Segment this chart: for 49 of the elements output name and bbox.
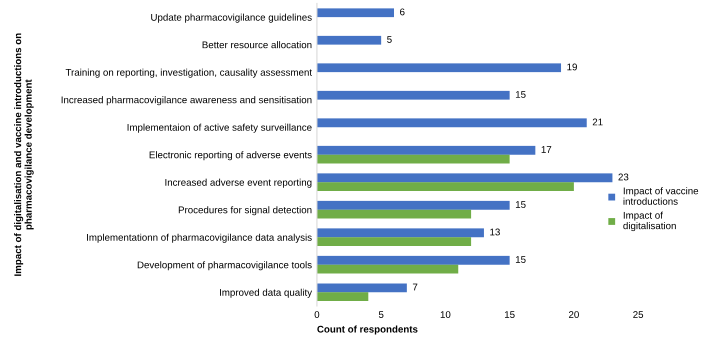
y-tick-label: Implementationn of pharmacovigilance data analysis: [87, 234, 312, 243]
bar: [316, 63, 562, 72]
y-tick-label: Increased adverse event reporting: [165, 178, 312, 188]
data-label: 15: [516, 91, 526, 98]
bar: [316, 90, 510, 100]
bar: [316, 292, 368, 302]
bar: [316, 173, 612, 182]
bar: [316, 36, 382, 45]
bar: [316, 256, 510, 265]
x-tick-label: 20: [568, 311, 579, 318]
y-tick-label: Implementaion of active safety surveillance: [128, 124, 312, 133]
y-tick-label: Development of pharmacovigilance tools: [138, 261, 312, 270]
x-axis-title: Count of respondents: [317, 325, 418, 335]
data-label: 15: [516, 256, 526, 263]
legend-label: Impact of vaccine introductions: [624, 187, 698, 205]
data-label: 5: [387, 36, 392, 43]
data-label: 6: [400, 8, 405, 16]
data-label: 21: [592, 118, 603, 126]
y-tick-label: Training on reporting, investigation, causality assessment: [66, 68, 312, 78]
y-tick-label: Better resource allocation: [202, 41, 312, 48]
bar: [316, 200, 510, 210]
y-axis-title: Impact of digitalisation and vaccine introductions on pharmacovigilance development: [14, 33, 34, 276]
y-tick-label: Improved data quality: [220, 288, 312, 298]
data-label: 19: [567, 63, 577, 70]
x-tick-label: 5: [378, 311, 384, 318]
y-tick-label: Increased pharmacovigilance awareness and sensitisation: [62, 96, 312, 106]
bar: [316, 237, 472, 246]
x-tick-label: 25: [633, 311, 644, 318]
y-tick-label: Procedures for signal detection: [178, 206, 312, 216]
bar: [316, 118, 587, 128]
x-tick-label: 0: [314, 311, 320, 318]
x-tick-label: 10: [440, 311, 450, 318]
bar: [316, 182, 574, 192]
bar: [316, 146, 536, 155]
y-tick-label: Electronic reporting of adverse events: [150, 151, 312, 160]
y-tick-label: Update pharmacovigilance guidelines: [151, 14, 312, 23]
data-label: 17: [542, 146, 552, 153]
data-label: 23: [618, 174, 628, 180]
legend-label: Impact of digitalisation: [623, 212, 676, 232]
bar: [316, 210, 472, 219]
bar: [316, 154, 510, 164]
data-label: 13: [490, 228, 500, 236]
data-label: 7: [412, 284, 418, 290]
data-label: 15: [516, 201, 526, 208]
bar: [316, 264, 458, 274]
bar: [316, 283, 407, 292]
x-tick-label: 15: [504, 311, 515, 318]
bar: [316, 228, 484, 238]
bar: [316, 8, 394, 18]
